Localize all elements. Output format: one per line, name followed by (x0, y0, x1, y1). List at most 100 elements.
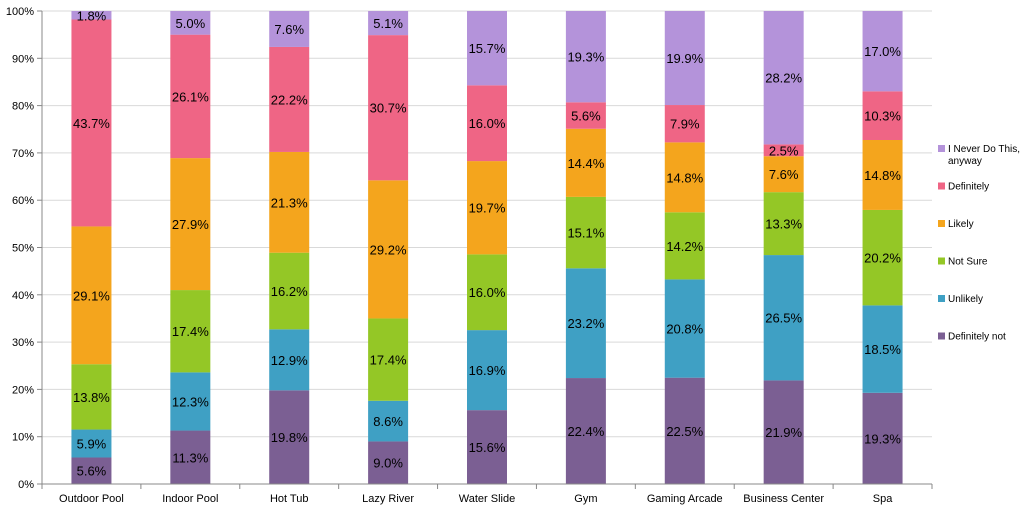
bar-segment (664, 279, 705, 378)
data-label: 5.6% (77, 464, 107, 479)
x-tick-label: Water Slide (459, 493, 515, 505)
data-label: 9.0% (373, 456, 403, 471)
legend: I Never Do This, anyway Definitely Likely No… (938, 144, 1020, 343)
data-label: 22.4% (567, 424, 604, 439)
x-tick-label: Spa (873, 493, 893, 505)
data-label: 22.2% (271, 92, 308, 107)
bar-segment (467, 254, 507, 331)
bar-segment (763, 192, 804, 256)
bar-segment (467, 11, 507, 86)
bar-segment (269, 390, 310, 484)
bar-segment (170, 34, 211, 159)
bar-segment (170, 158, 211, 291)
data-label: 14.2% (666, 239, 703, 254)
data-label: 28.2% (765, 71, 802, 86)
legend-label: Definitely not (948, 332, 1006, 343)
bar-segment (763, 144, 804, 157)
data-label: 29.1% (73, 288, 110, 303)
legend-label: Definitely (948, 182, 989, 193)
data-label: 21.3% (271, 195, 308, 210)
bar-segment (862, 209, 903, 306)
data-label: 15.7% (469, 41, 506, 56)
legend-swatch (938, 257, 945, 265)
bar-segment (170, 11, 211, 35)
data-label: 12.3% (172, 394, 209, 409)
bar-segment (368, 318, 409, 401)
data-label: 2.5% (769, 143, 799, 158)
legend-swatch (938, 332, 945, 340)
bar-segment (269, 11, 310, 47)
bar-segment (862, 392, 903, 484)
bar-segment (467, 330, 507, 411)
y-tick-label: 30% (12, 337, 34, 349)
data-label: 17.4% (172, 324, 209, 339)
bar-segment (71, 226, 112, 365)
data-label: 20.8% (666, 322, 703, 337)
bar-segment (71, 429, 112, 458)
bar-segment (763, 255, 804, 381)
bar-segment (269, 151, 310, 253)
data-label: 15.6% (469, 440, 506, 455)
data-label: 22.5% (666, 424, 703, 439)
bar-segment (862, 91, 903, 140)
legend-swatch (938, 182, 945, 190)
bar-segment (763, 156, 804, 193)
data-label: 27.9% (172, 217, 209, 232)
bar-segment (763, 380, 804, 484)
bar-segment (565, 11, 606, 103)
data-label: 21.9% (765, 425, 802, 440)
data-label: 26.1% (172, 89, 209, 104)
data-label: 7.6% (769, 167, 799, 182)
data-label: 19.3% (567, 50, 604, 65)
bar-segment (664, 11, 705, 106)
data-label: 16.2% (271, 284, 308, 299)
x-tick-label: Business Center (743, 493, 824, 505)
data-label: 12.9% (271, 353, 308, 368)
data-label: 7.9% (670, 117, 700, 132)
bar-segment (71, 19, 112, 227)
y-tick-label: 100% (6, 6, 34, 18)
y-tick-label: 70% (12, 148, 34, 160)
bar-segment (862, 11, 903, 92)
bar-segment (368, 180, 409, 319)
data-label: 19.3% (864, 431, 901, 446)
data-label: 18.5% (864, 342, 901, 357)
data-label: 7.6% (274, 22, 304, 37)
bar-segment (862, 140, 903, 210)
legend-label: Not Sure (948, 257, 988, 268)
bar-segment (664, 377, 705, 484)
bar-segment (71, 364, 112, 430)
y-tick-label: 40% (12, 290, 34, 302)
data-label: 29.2% (370, 242, 407, 257)
bar-segment (763, 11, 804, 145)
bar-segment (565, 268, 606, 379)
y-tick-label: 50% (12, 243, 34, 255)
x-axis: Outdoor Pool Indoor Pool Hot Tub Lazy River… (41, 483, 933, 505)
data-label: 14.8% (864, 168, 901, 183)
y-tick-label: 60% (12, 195, 34, 207)
data-label: 14.8% (666, 170, 703, 185)
x-tick-label: Hot Tub (270, 493, 309, 505)
legend-swatch (938, 145, 945, 152)
y-tick-label: 90% (12, 53, 34, 65)
bar-segment (467, 85, 507, 162)
data-label: 19.9% (666, 51, 703, 66)
bar-segment (269, 329, 310, 391)
legend-label: I Never Do This, anyway (948, 144, 1020, 167)
bar-segment (565, 102, 606, 129)
bar-segment (862, 305, 903, 393)
data-label: 19.7% (469, 201, 506, 216)
data-label: 8.6% (373, 414, 403, 429)
data-label: 26.5% (765, 311, 802, 326)
data-label: 1.8% (77, 8, 107, 23)
bar-segment (170, 290, 211, 373)
data-label: 20.2% (864, 251, 901, 266)
x-tick-label: Lazy River (362, 493, 414, 505)
bar-segment (269, 46, 310, 152)
data-label: 11.3% (172, 450, 208, 465)
bar-segment (71, 457, 112, 484)
bar-segment (368, 11, 409, 36)
data-label: 43.7% (73, 116, 110, 131)
bar-segment (467, 161, 507, 255)
